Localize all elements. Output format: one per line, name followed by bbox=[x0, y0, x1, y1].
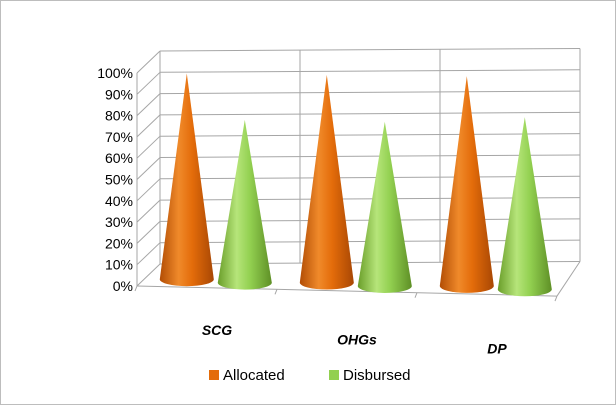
back-gridline bbox=[159, 90, 581, 95]
category-tick bbox=[554, 295, 558, 302]
legend-label: Disbursed bbox=[343, 367, 411, 384]
back-gridline bbox=[159, 175, 581, 180]
cone-body bbox=[497, 117, 552, 297]
y-tick-label: 60% bbox=[105, 150, 133, 166]
side-gridline bbox=[136, 157, 161, 180]
back-gridline bbox=[159, 111, 581, 116]
cone-body bbox=[159, 73, 214, 287]
cone-disbursed-dp bbox=[497, 117, 552, 297]
legend-swatch bbox=[329, 370, 339, 380]
cone-allocated-dp bbox=[439, 76, 494, 293]
side-gridline bbox=[136, 221, 161, 244]
cone-allocated-ohgs bbox=[299, 74, 354, 290]
cone-body bbox=[217, 119, 272, 290]
category-tick bbox=[134, 285, 138, 292]
back-gridline bbox=[159, 69, 581, 73]
back-gridline bbox=[159, 133, 581, 137]
cone-body bbox=[357, 121, 412, 293]
category-tick bbox=[274, 289, 278, 295]
cone-body bbox=[299, 74, 354, 290]
y-tick-label: 100% bbox=[97, 65, 133, 81]
floor-front-edge bbox=[136, 285, 558, 297]
floor-right-edge bbox=[556, 261, 581, 297]
category-label: DP bbox=[487, 341, 507, 357]
y-tick-label: 20% bbox=[105, 235, 133, 251]
y-axis-ticks: 0% 10% 20% 30% 40% 50% 60% 70% 80% 90% 100% bbox=[97, 65, 133, 294]
cones bbox=[159, 73, 552, 297]
side-gridline bbox=[136, 178, 161, 202]
category-labels: SCG OHGs DP bbox=[202, 322, 508, 357]
y-tick-label: 30% bbox=[105, 214, 133, 230]
category-label: SCG bbox=[202, 322, 232, 338]
legend-label: Allocated bbox=[223, 367, 285, 384]
category-tick bbox=[414, 292, 418, 298]
cone-allocated-scg bbox=[159, 73, 214, 287]
cone-disbursed-scg bbox=[217, 119, 272, 290]
back-gridline bbox=[159, 47, 581, 52]
side-gridline bbox=[136, 242, 161, 266]
side-gridline bbox=[136, 199, 161, 223]
side-gridline bbox=[136, 135, 161, 159]
cone-disbursed-ohgs bbox=[357, 121, 412, 293]
y-tick-label: 50% bbox=[105, 172, 133, 188]
cone-body bbox=[439, 76, 494, 293]
y-tick-label: 10% bbox=[105, 257, 133, 273]
category-label: OHGs bbox=[337, 331, 377, 347]
side-gridline bbox=[136, 93, 161, 116]
y-tick-label: 90% bbox=[105, 86, 133, 102]
y-tick-label: 80% bbox=[105, 108, 133, 124]
back-gridline bbox=[159, 197, 581, 201]
side-gridline bbox=[136, 114, 161, 138]
side-gridline bbox=[136, 50, 161, 74]
legend-swatch bbox=[209, 370, 219, 380]
side-gridline bbox=[136, 263, 161, 287]
y-tick-label: 40% bbox=[105, 193, 133, 209]
legend: Allocated Disbursed bbox=[209, 367, 411, 384]
side-gridline bbox=[136, 71, 161, 95]
y-tick-label: 0% bbox=[113, 278, 133, 294]
y-tick-label: 70% bbox=[105, 129, 133, 145]
back-gridline bbox=[159, 154, 581, 158]
